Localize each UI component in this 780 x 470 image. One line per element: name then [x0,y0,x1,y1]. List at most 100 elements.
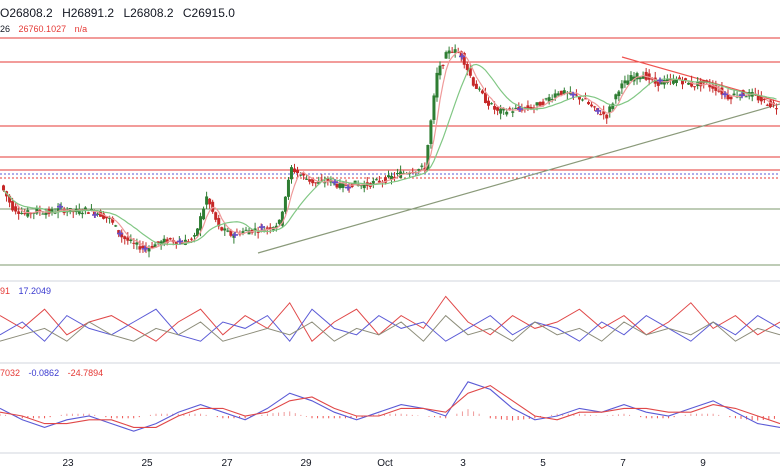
candle-body [605,114,609,119]
candle-body [456,51,460,53]
candle-body [505,111,509,115]
ma-na: n/a [74,24,88,34]
candle-body [153,244,157,248]
x-axis-tick-label: 29 [300,458,312,469]
candle-body [514,107,518,109]
low-value: L26808.2 [123,6,174,20]
candle-body [56,208,60,213]
candle-body [126,237,130,241]
candle-body [23,213,27,215]
x-axis-tick-label: Oct [377,458,393,469]
candle-body [53,212,57,214]
candle-body [274,225,278,229]
candle-body [50,209,54,214]
candle-body [111,217,115,223]
candle-body [699,80,703,87]
candle-body [656,80,660,86]
candle-body [744,96,748,98]
candle-body [535,102,539,106]
candle-body [580,99,584,101]
candle-body [229,230,233,236]
candle-body [638,77,642,80]
candle-body [26,210,30,217]
candle-body [774,108,778,110]
ascending-trendline [257,103,780,254]
candle-body [620,83,624,89]
candle-body [296,169,300,174]
candle-body [165,239,169,243]
candle-body [232,234,236,238]
candle-body [665,78,669,83]
candle-body [477,88,481,90]
candle-body [587,101,591,105]
candle-body [241,231,245,234]
candle-body [450,51,454,53]
candle-body [726,94,730,100]
candle-body [147,247,151,252]
x-axis-tick-label: 27 [221,458,233,469]
candle-body [362,184,366,189]
ma-prefix: 26 [0,24,11,34]
candle-body [426,144,430,171]
signal-marker [142,245,148,252]
candle-body [614,94,618,100]
candle-body [129,239,133,241]
candle-body [174,241,178,245]
candle-body [192,235,196,237]
signal-marker [722,91,728,98]
candle-body [217,218,221,227]
candle-body [244,229,248,231]
candle-body [659,80,663,85]
candle-body [256,231,260,233]
candle-body [265,227,269,229]
candle-body [762,98,766,101]
candle-body [562,90,566,95]
candle-body [553,93,557,98]
candle-body [674,79,678,83]
candle-body [717,90,721,92]
candle-body [765,104,769,106]
candle-body [611,103,615,109]
candle-body [86,212,90,214]
candle-body [335,184,339,188]
candle-body [17,211,21,214]
candle-body [438,65,442,76]
candle-body [162,238,166,244]
candle-body [186,241,190,243]
dmi-line [0,308,780,343]
candle-body [280,211,284,226]
candle-body [386,175,390,178]
candle-body [420,165,424,167]
signal-marker [595,107,601,114]
candle-body [299,174,303,176]
candle-body [344,184,348,186]
candle-body [550,98,554,100]
candle-body [574,94,578,96]
candle-body [268,227,272,230]
candle-body [341,182,345,188]
signal-marker [332,179,338,186]
macd-value-2: -0.0862 [28,368,60,378]
candle-body [599,114,603,116]
candle-body [293,168,297,173]
candle-body [199,216,203,231]
candle-body [29,213,33,215]
candle-body [541,101,545,106]
candle-body [471,77,475,86]
candle-body [338,182,342,189]
candle-body [693,86,697,88]
candle-body [532,107,536,109]
candle-body [359,185,363,187]
signal-marker [57,203,63,210]
candle-body [135,242,139,245]
candle-body [11,200,15,211]
candle-body [168,238,172,240]
candle-body [314,182,318,184]
candle-body [383,177,387,183]
dmi-value-2: 17.2049 [18,286,52,296]
candle-body [608,106,612,113]
candle-body [311,178,315,184]
candle-body [123,236,127,240]
candle-body [302,172,306,176]
signal-marker [517,106,523,113]
